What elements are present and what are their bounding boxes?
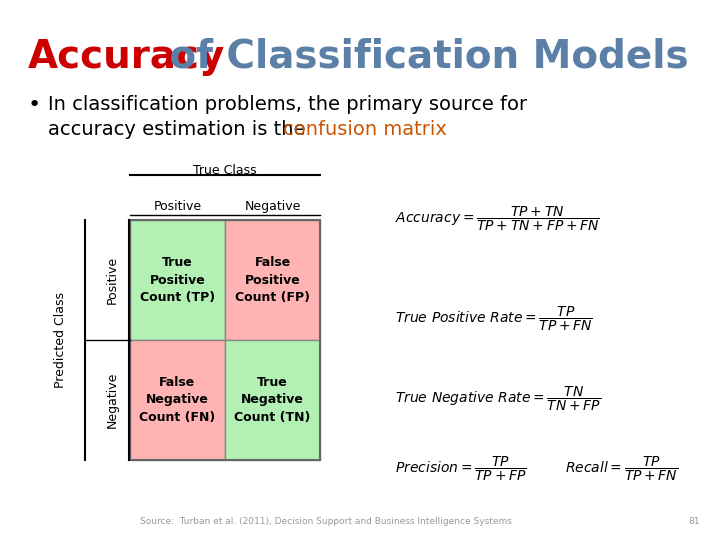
Text: False
Negative
Count (FN): False Negative Count (FN) (140, 375, 215, 424)
Text: 81: 81 (688, 517, 700, 526)
Text: Positive: Positive (153, 200, 202, 213)
Text: True
Positive
Count (TP): True Positive Count (TP) (140, 255, 215, 305)
Text: of Classification Models: of Classification Models (156, 38, 688, 76)
Text: $\mathit{Recall} = \dfrac{TP}{TP + FN}$: $\mathit{Recall} = \dfrac{TP}{TP + FN}$ (565, 455, 678, 483)
Text: True
Negative
Count (TN): True Negative Count (TN) (234, 375, 311, 424)
Text: $\mathit{True\ Negative\ Rate} = \dfrac{TN}{TN + FP}$: $\mathit{True\ Negative\ Rate} = \dfrac{… (395, 385, 601, 413)
Text: Positive: Positive (106, 256, 119, 304)
Text: $\mathit{Precision} = \dfrac{TP}{TP + FP}$: $\mathit{Precision} = \dfrac{TP}{TP + FP… (395, 455, 527, 483)
Text: Negative: Negative (244, 200, 301, 213)
Text: •: • (28, 95, 41, 115)
Text: confusion matrix: confusion matrix (283, 120, 447, 139)
Bar (130, 220, 320, 460)
Text: Source:  Turban et al. (2011), Decision Support and Business Intelligence System: Source: Turban et al. (2011), Decision S… (140, 517, 512, 526)
Bar (225, 340, 320, 460)
Text: Accuracy: Accuracy (28, 38, 225, 76)
Text: False
Positive
Count (FP): False Positive Count (FP) (235, 255, 310, 305)
Bar (225, 220, 320, 340)
Text: True Class: True Class (193, 164, 257, 177)
Text: In classification problems, the primary source for: In classification problems, the primary … (48, 95, 527, 114)
Text: Negative: Negative (106, 372, 119, 428)
Text: $\mathit{Accuracy} = \dfrac{TP + TN}{TP + TN + FP + FN}$: $\mathit{Accuracy} = \dfrac{TP + TN}{TP … (395, 205, 600, 233)
Text: accuracy estimation is the: accuracy estimation is the (48, 120, 312, 139)
Text: Predicted Class: Predicted Class (53, 292, 66, 388)
Bar (130, 220, 225, 340)
Text: $\mathit{True\ Positive\ Rate} = \dfrac{TP}{TP + FN}$: $\mathit{True\ Positive\ Rate} = \dfrac{… (395, 305, 593, 333)
Bar (130, 340, 225, 460)
